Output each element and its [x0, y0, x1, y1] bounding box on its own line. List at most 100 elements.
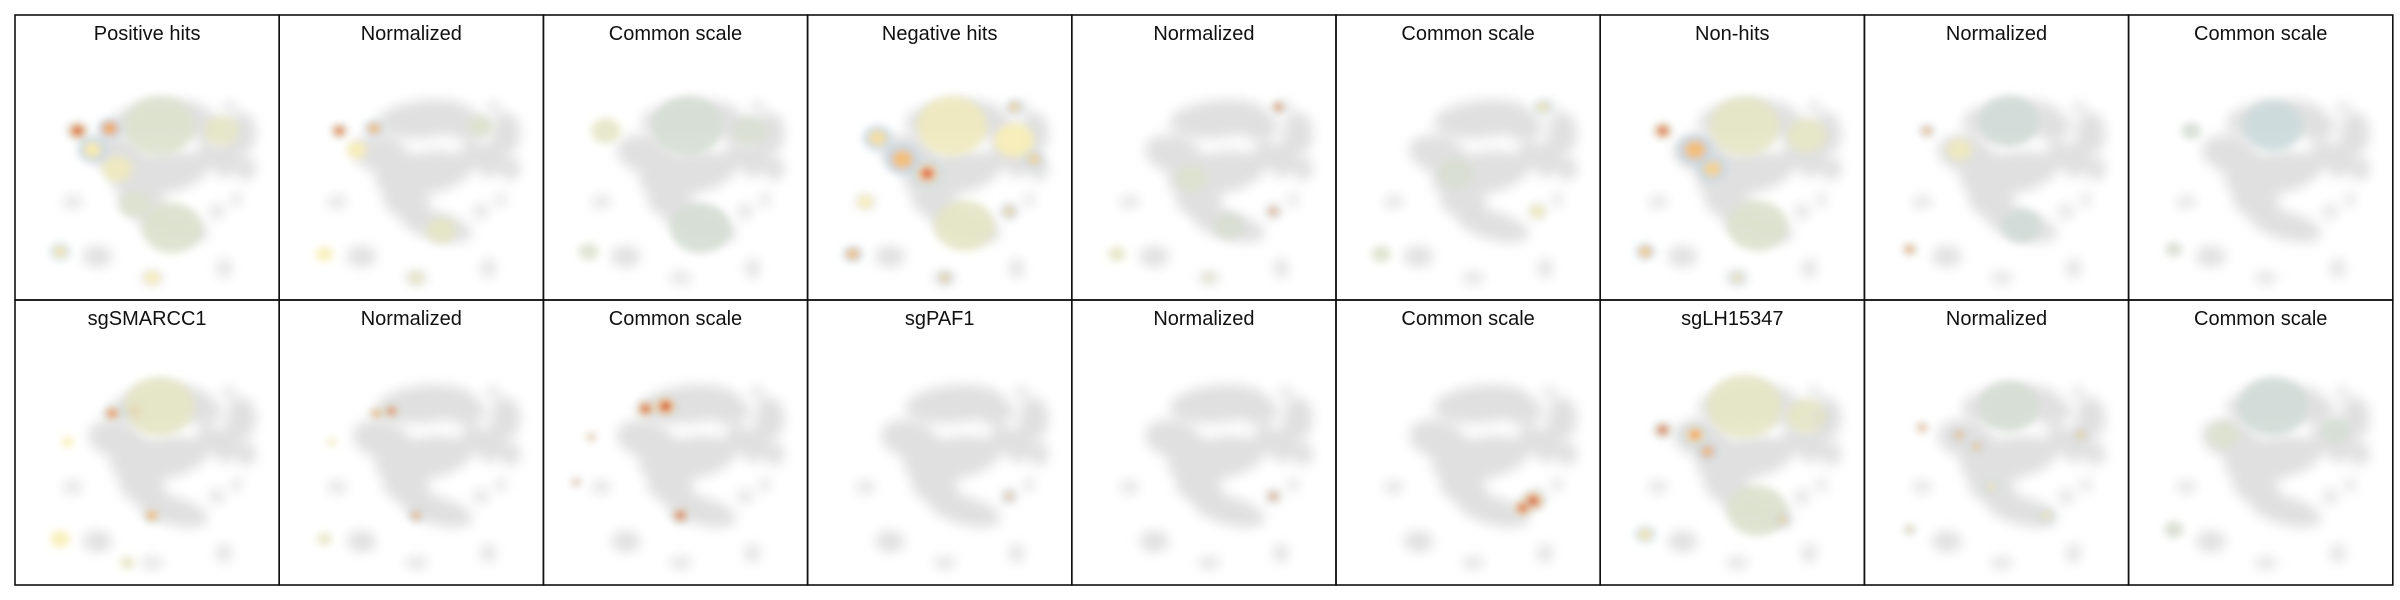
density-spot — [1979, 96, 2039, 147]
manifold-cluster — [1273, 543, 1289, 563]
density-layer — [1002, 491, 1016, 502]
manifold-background — [326, 384, 521, 569]
manifold-cluster — [1403, 530, 1434, 553]
manifold-cluster — [744, 543, 760, 563]
manifold-cluster — [1667, 530, 1698, 553]
manifold-cluster — [1139, 245, 1170, 268]
manifold-cluster — [473, 204, 489, 219]
panel-title: Common scale — [2194, 308, 2327, 330]
manifold-cluster — [2345, 477, 2356, 492]
manifold-cluster — [610, 245, 641, 268]
density-spot — [426, 217, 456, 244]
manifold-cluster — [1197, 556, 1221, 569]
manifold-cluster — [2085, 441, 2106, 466]
panel: Common scale — [542, 14, 809, 301]
manifold-cluster — [1552, 192, 1563, 207]
density-spot — [1727, 485, 1787, 536]
manifold-cluster — [1009, 258, 1025, 278]
panel: Positive hits — [14, 14, 281, 301]
density-spot — [204, 116, 239, 146]
density-spot — [1270, 208, 1277, 215]
manifold-cluster — [2350, 441, 2370, 466]
density-spot — [2001, 208, 2042, 243]
panel: Non-hits — [1599, 14, 1866, 301]
density-spot — [670, 202, 731, 254]
density-spot — [1816, 414, 1827, 423]
manifold-cluster — [346, 530, 377, 553]
density-spot — [1701, 446, 1714, 457]
density-spot — [1639, 246, 1652, 257]
density-spot — [1707, 374, 1782, 439]
manifold-cluster — [140, 556, 164, 569]
density-spot — [1703, 160, 1722, 177]
density-spot — [917, 96, 987, 156]
density-layer — [1635, 96, 1827, 285]
density-spot — [1684, 140, 1706, 160]
manifold-background — [1912, 384, 2106, 569]
manifold-cluster — [1456, 208, 1530, 243]
manifold-cluster — [473, 489, 489, 504]
density-layer — [50, 376, 195, 570]
density-layer — [316, 403, 424, 546]
density-layer — [571, 395, 691, 524]
manifold-cluster — [1383, 481, 1404, 493]
density-layer — [2163, 376, 2351, 539]
density-spot — [372, 410, 381, 417]
manifold-cluster — [2295, 111, 2336, 141]
manifold-cluster — [1288, 192, 1299, 207]
density-spot — [868, 130, 887, 146]
density-spot — [1203, 273, 1214, 282]
manifold-cluster — [1279, 386, 1293, 399]
density-spot — [142, 202, 202, 254]
manifold-cluster — [928, 493, 1001, 528]
manifold-cluster — [490, 111, 521, 155]
density-layer — [842, 96, 1044, 285]
manifold-cluster — [2058, 489, 2074, 504]
manifold-cluster — [352, 419, 411, 460]
panel-title: Positive hits — [94, 23, 201, 45]
density-spot — [934, 200, 995, 251]
panel-title: Normalized — [361, 308, 462, 330]
density-layer — [2165, 100, 2303, 257]
density-spot — [2181, 122, 2202, 140]
density-layer — [578, 96, 768, 261]
manifold-cluster — [751, 386, 764, 399]
panel: Negative hits — [806, 14, 1073, 301]
manifold-cluster — [1293, 441, 1314, 466]
manifold-cluster — [2075, 111, 2106, 155]
manifold-cluster — [82, 245, 113, 268]
density-spot — [124, 376, 195, 436]
panel-title: sgPAF1 — [905, 308, 975, 330]
manifold-cluster — [1456, 493, 1530, 528]
manifold-cluster — [82, 530, 113, 553]
density-spot — [2041, 511, 2051, 520]
density-spot — [144, 271, 160, 285]
density-spot — [468, 115, 494, 137]
density-spot — [50, 530, 71, 548]
panel: Common scale — [542, 299, 809, 586]
manifold-cluster — [2072, 101, 2085, 114]
panel: Common scale — [2127, 299, 2394, 586]
manifold-cluster — [480, 258, 496, 278]
manifold-cluster — [1808, 386, 1821, 399]
density-layer — [315, 115, 494, 285]
manifold-cluster — [2330, 258, 2346, 278]
manifold-cluster — [1139, 530, 1170, 553]
manifold-cluster — [1647, 196, 1668, 208]
density-spot — [1732, 273, 1742, 282]
density-spot — [411, 511, 421, 520]
manifold-cluster — [1144, 419, 1204, 460]
manifold-cluster — [500, 441, 521, 466]
density-spot — [316, 532, 332, 546]
density-spot — [72, 126, 83, 135]
manifold-cluster — [1537, 258, 1553, 278]
manifold-background — [1119, 384, 1314, 569]
density-spot — [1176, 165, 1207, 191]
manifold-cluster — [875, 245, 905, 268]
density-spot — [346, 141, 367, 159]
density-spot — [1971, 442, 1982, 451]
manifold-cluster — [759, 477, 770, 492]
manifold-cluster — [2345, 192, 2356, 207]
density-spot — [732, 116, 768, 146]
density-spot — [387, 407, 396, 415]
